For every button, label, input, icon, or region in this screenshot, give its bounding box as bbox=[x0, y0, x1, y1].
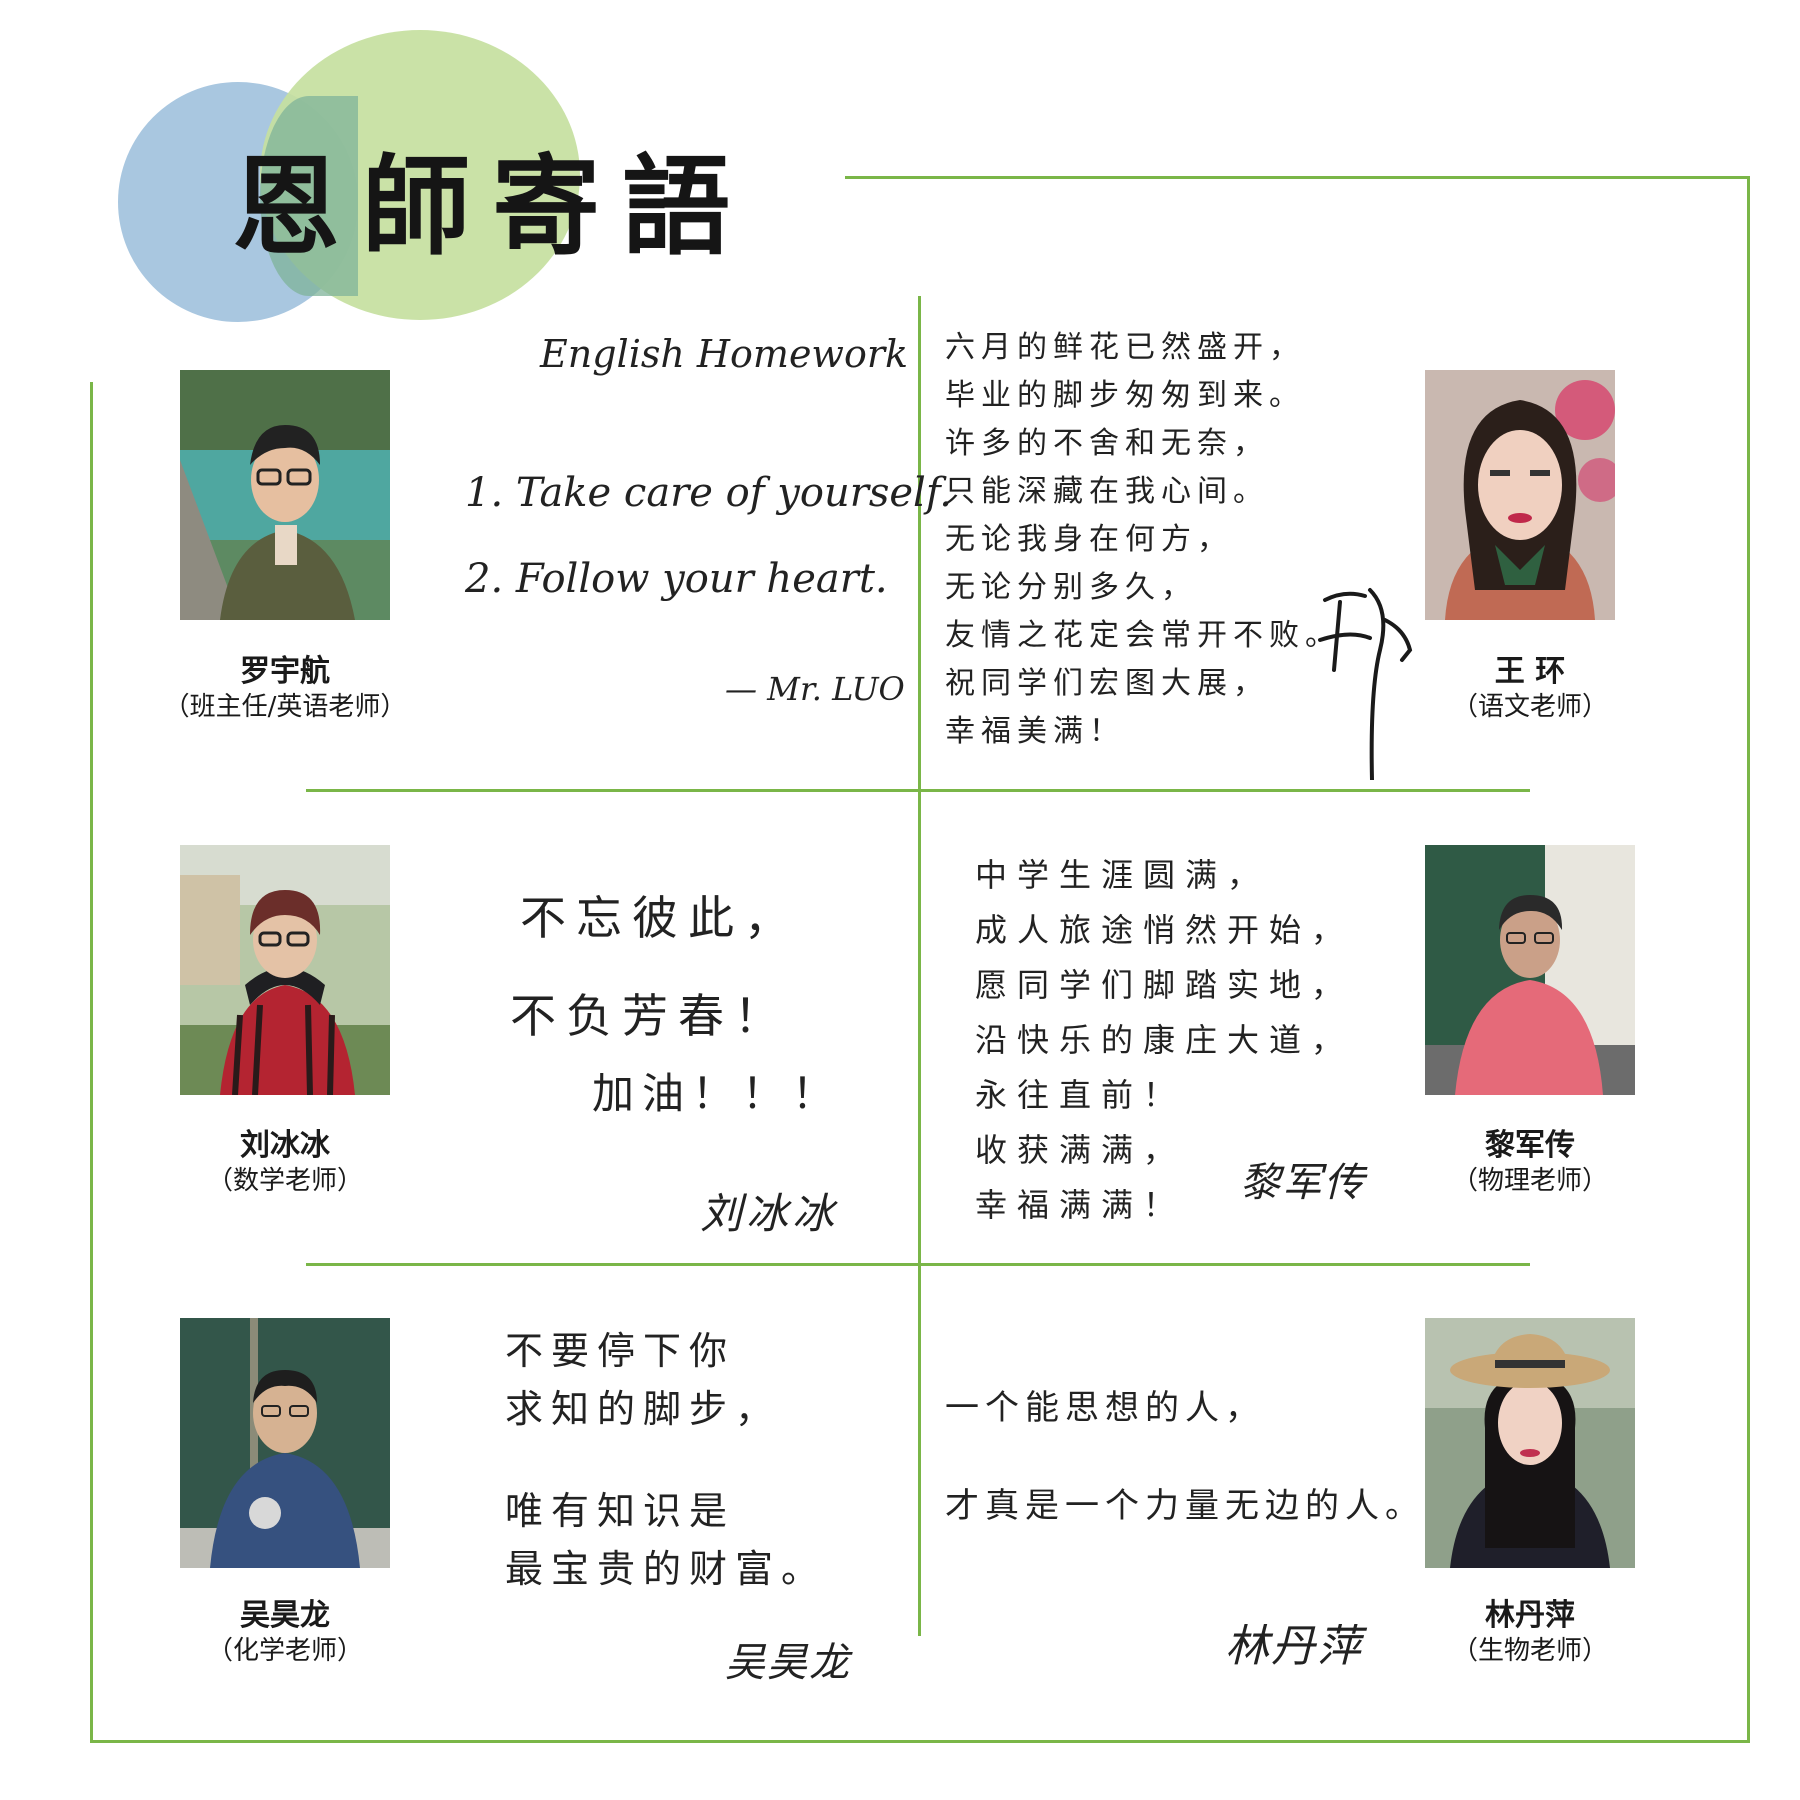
teacher-name: 林丹萍 bbox=[1485, 1598, 1575, 1633]
teacher-name: 王 环 bbox=[1494, 654, 1566, 689]
message-line: 求知的脚步， bbox=[505, 1387, 782, 1431]
message-heading: English Homework bbox=[540, 332, 909, 376]
message-line: 不要停下你 bbox=[505, 1329, 736, 1373]
message-line: 永往直前！ bbox=[975, 1076, 1186, 1114]
teacher-name: 罗宇航 bbox=[240, 654, 330, 689]
teacher-role: （物理老师） bbox=[1451, 1166, 1608, 1196]
row-divider-1 bbox=[306, 789, 1530, 792]
teacher-photo-wu bbox=[180, 1318, 390, 1568]
message-line: 只能深藏在我心间。 bbox=[945, 474, 1269, 509]
frame-bottom-line bbox=[90, 1740, 1750, 1743]
message-line: 加油！！！ bbox=[592, 1069, 843, 1118]
message-line: 2. Follow your heart. bbox=[465, 556, 888, 602]
teacher-role: （化学老师） bbox=[206, 1636, 363, 1666]
frame-left-line bbox=[90, 382, 93, 1742]
message-line: 友情之花定会常开不败。 bbox=[945, 618, 1341, 653]
center-divider bbox=[918, 296, 921, 1636]
message-line: 幸福美满！ bbox=[945, 714, 1125, 749]
teacher-name: 黎军传 bbox=[1485, 1128, 1575, 1163]
signature: 吴昊龙 bbox=[725, 1640, 851, 1686]
message-line: 沿快乐的康庄大道， bbox=[975, 1021, 1354, 1059]
header-blob-overlap bbox=[260, 96, 358, 296]
message-line: 不忘彼此， bbox=[520, 891, 800, 945]
message-line: 最宝贵的财富。 bbox=[505, 1547, 828, 1591]
teacher-role: （生物老师） bbox=[1451, 1636, 1608, 1666]
signature: 黎军传 bbox=[1240, 1160, 1366, 1206]
message-line: 六月的鲜花已然盛开， bbox=[945, 330, 1305, 365]
row-divider-2 bbox=[306, 1263, 1530, 1266]
teacher-photo-liu bbox=[180, 845, 390, 1095]
message-line: 1. Take care of yourself. bbox=[465, 470, 952, 516]
message-line: 中学生涯圆满， bbox=[975, 856, 1270, 894]
message-line: 愿同学们脚踏实地， bbox=[975, 966, 1354, 1004]
message-line: 无论我身在何方， bbox=[945, 522, 1233, 557]
signature-wanghuan bbox=[1310, 560, 1420, 780]
message-line: 幸福满满！ bbox=[975, 1186, 1186, 1224]
teacher-photo-li bbox=[1425, 845, 1635, 1095]
message-line: 收获满满， bbox=[975, 1131, 1186, 1169]
message-line: 许多的不舍和无奈， bbox=[945, 426, 1269, 461]
message-line: 毕业的脚步匆匆到来。 bbox=[945, 378, 1305, 413]
message-line: 一个能思想的人， bbox=[945, 1388, 1265, 1428]
frame-right-line bbox=[1747, 176, 1750, 1742]
frame-top-line bbox=[845, 176, 1750, 179]
message-line: 不负芳春！ bbox=[510, 989, 790, 1043]
message-line: 祝同学们宏图大展， bbox=[945, 666, 1269, 701]
message-line: 无论分别多久， bbox=[945, 570, 1197, 605]
teacher-photo-lin bbox=[1425, 1318, 1635, 1568]
message-line: 唯有知识是 bbox=[505, 1489, 736, 1533]
teacher-name: 吴昊龙 bbox=[240, 1598, 330, 1633]
signature: 林丹萍 bbox=[1225, 1621, 1363, 1672]
signature: — Mr. LUO bbox=[725, 670, 905, 708]
teacher-photo-luo bbox=[180, 370, 390, 620]
message-line: 成人旅途悄然开始， bbox=[975, 911, 1354, 949]
teacher-role: （班主任/英语老师） bbox=[163, 692, 407, 722]
message-line: 才真是一个力量无边的人。 bbox=[945, 1486, 1425, 1526]
teacher-photo-wang bbox=[1425, 370, 1615, 620]
teacher-role: （语文老师） bbox=[1451, 692, 1608, 722]
page-title: 恩師寄語 bbox=[232, 144, 753, 270]
teacher-name: 刘冰冰 bbox=[240, 1128, 330, 1163]
teacher-role: （数学老师） bbox=[206, 1166, 363, 1196]
signature: 刘冰冰 bbox=[700, 1189, 839, 1238]
